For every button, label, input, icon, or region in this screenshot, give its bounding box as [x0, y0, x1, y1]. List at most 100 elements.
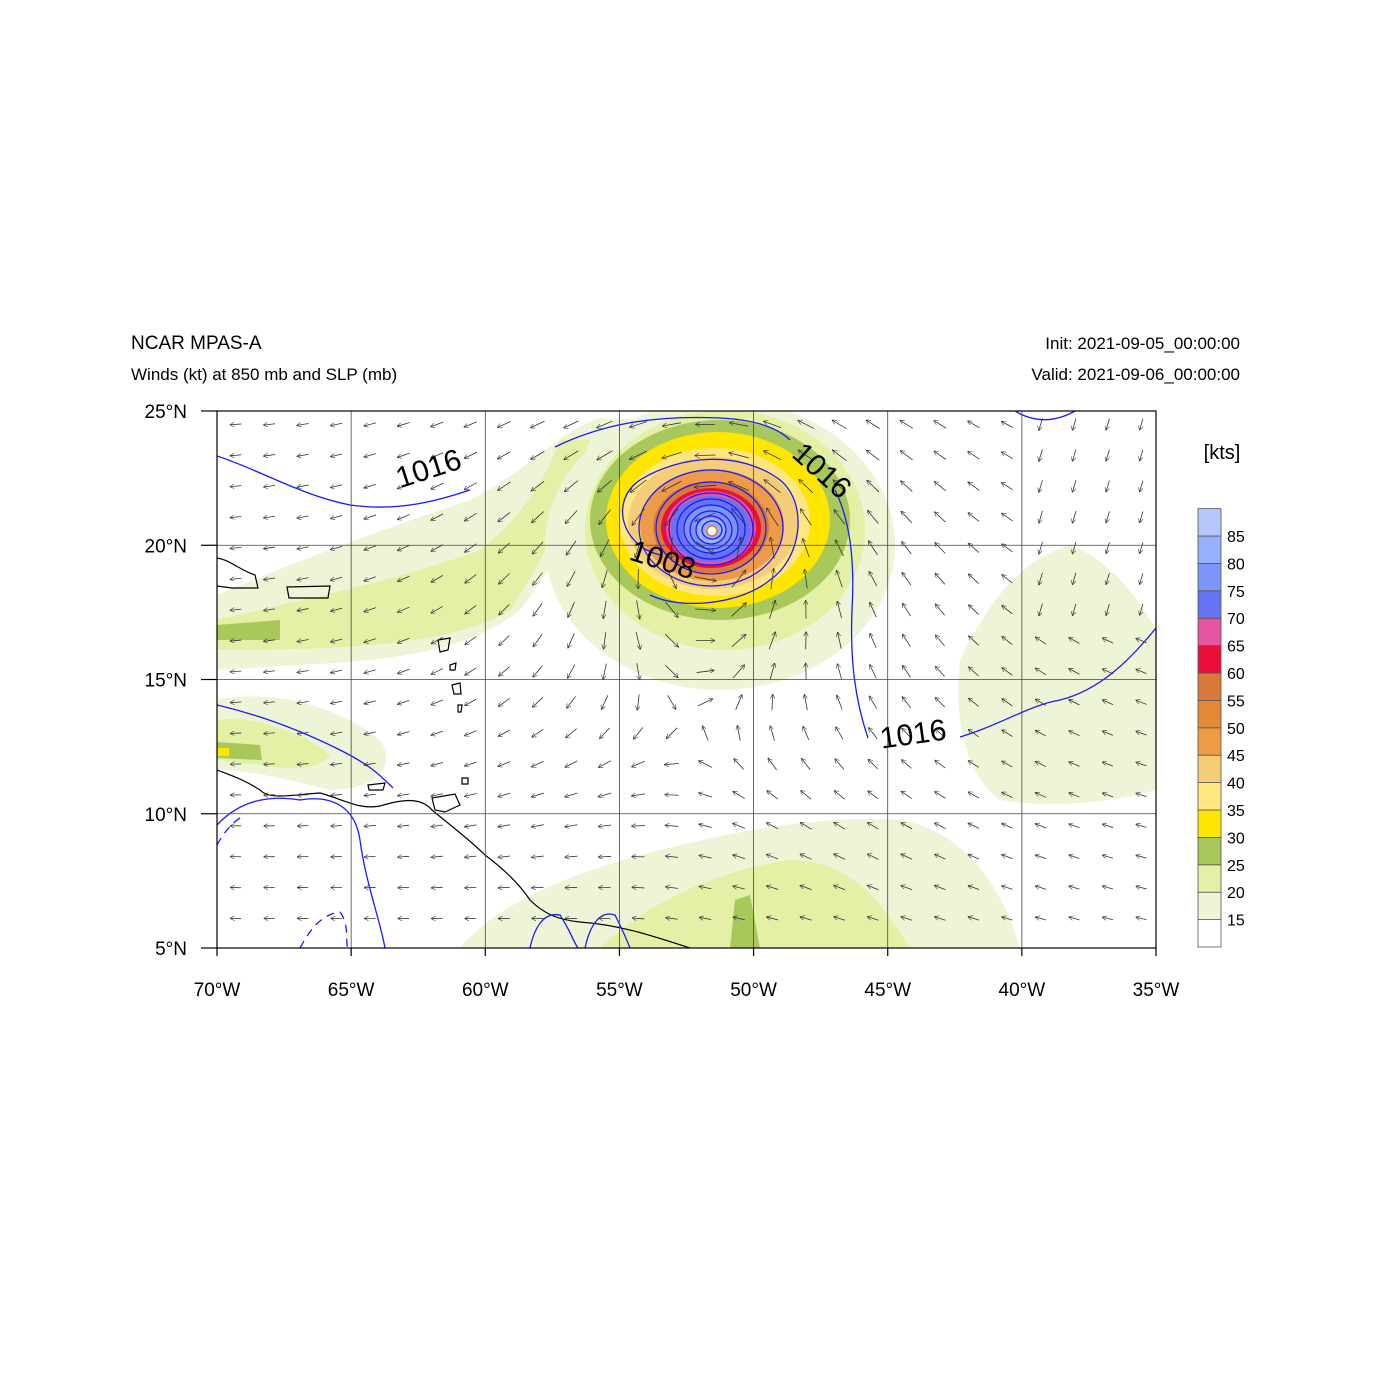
- colorbar-swatch: [1197, 563, 1222, 592]
- wind-vector: [1035, 855, 1047, 859]
- wind-vector: [465, 794, 477, 797]
- wind-vector: [665, 665, 678, 677]
- lat-tick-label: 25°N: [145, 402, 187, 423]
- wind-vector: [465, 667, 477, 675]
- wind-vector: [1136, 793, 1147, 798]
- wind-vector: [297, 671, 309, 673]
- wind-vector: [729, 423, 749, 427]
- wind-vector: [636, 600, 640, 619]
- wind-vector: [498, 856, 511, 857]
- colorbar-level-label: 65: [1227, 639, 1245, 656]
- wind-vector: [764, 421, 782, 429]
- wind-vector: [297, 485, 309, 487]
- wind-vector: [331, 701, 343, 703]
- wind-vector: [1069, 700, 1080, 706]
- colorbar-swatch: [1197, 782, 1222, 811]
- wind-vector: [969, 667, 979, 677]
- wind-vector: [498, 887, 510, 888]
- figure-title: NCAR MPAS-A: [131, 333, 262, 354]
- wind-vector: [1069, 638, 1080, 644]
- wind-vector: [902, 697, 912, 709]
- wind-vector: [637, 694, 639, 710]
- wind-vector: [331, 515, 343, 519]
- wind-vector: [1039, 479, 1043, 492]
- wind-vector: [1102, 886, 1114, 889]
- wind-vector: [969, 698, 979, 707]
- wind-vector: [264, 733, 275, 734]
- wind-vector: [499, 604, 510, 615]
- wind-band-west-core: [217, 620, 280, 640]
- wind-vector: [838, 633, 842, 649]
- colorbar-level-label: 55: [1227, 693, 1245, 710]
- colorbar-swatch: [1197, 727, 1222, 756]
- isobar-1016-north: [554, 416, 791, 448]
- wind-vector: [935, 854, 946, 860]
- wind-vector: [870, 665, 877, 679]
- wind-vector: [770, 569, 774, 590]
- wind-vector: [431, 513, 444, 520]
- wind-vector: [968, 421, 980, 429]
- wind-vector: [801, 791, 812, 800]
- wind-vector: [297, 424, 309, 426]
- wind-vector: [230, 516, 242, 517]
- wind-vector: [1140, 573, 1144, 584]
- wind-vector: [800, 854, 812, 860]
- wind-vector: [935, 729, 946, 738]
- wind-vector: [264, 702, 275, 703]
- wind-vector: [702, 726, 709, 741]
- wind-vector: [662, 452, 682, 458]
- wind-vector: [1069, 731, 1080, 737]
- wind-vector: [465, 761, 477, 766]
- wind-vector: [264, 578, 276, 580]
- wind-vector: [230, 486, 242, 487]
- wind-vector: [1039, 603, 1043, 616]
- wind-vector: [533, 634, 543, 646]
- wind-band-west-inner: [217, 440, 590, 650]
- wind-vector: [398, 825, 410, 826]
- wind-vector: [699, 855, 712, 858]
- wind-vector: [731, 570, 746, 588]
- wind-vector: [632, 887, 645, 888]
- wind-vector: [398, 856, 410, 857]
- wind-vector: [729, 482, 750, 491]
- wind-vector: [464, 482, 477, 490]
- wind-vector: [1039, 418, 1043, 430]
- wind-vector: [764, 480, 781, 493]
- wind-vector: [364, 669, 376, 673]
- wind-vector: [499, 666, 510, 676]
- colorbar-level-label: 25: [1227, 858, 1245, 875]
- wind-vector: [733, 886, 745, 890]
- wind-vector: [598, 479, 613, 492]
- wind-vector: [833, 450, 847, 461]
- wind-vector: [837, 664, 842, 680]
- wind-vector: [968, 886, 980, 890]
- wind-vector: [364, 732, 376, 734]
- wind-vector: [968, 452, 980, 460]
- colorbar-level-label: 50: [1227, 721, 1245, 738]
- wind-vector: [398, 794, 410, 796]
- wind-vector: [1069, 762, 1080, 767]
- wind-vector: [431, 637, 444, 643]
- wind-vector: [532, 887, 544, 888]
- wind-vector: [902, 603, 911, 617]
- wind-vector: [935, 792, 946, 799]
- wind-vector: [837, 601, 842, 619]
- isobar-976: [701, 520, 723, 540]
- wind-vector: [601, 695, 609, 709]
- wind-vector: [567, 571, 576, 586]
- wind-vector: [734, 759, 744, 770]
- wind-vector: [532, 541, 544, 554]
- wind-vector: [769, 663, 775, 680]
- colorbar-swatch: [1197, 837, 1222, 866]
- colorbar-level-label: 35: [1227, 803, 1245, 820]
- wind-vector: [766, 508, 779, 527]
- wind-vector: [665, 508, 679, 525]
- wind-vector: [331, 732, 343, 734]
- wind-vector: [733, 917, 745, 920]
- wind-vector: [869, 696, 877, 709]
- wind-vector: [666, 727, 678, 739]
- wind-vector: [465, 636, 477, 645]
- wind-vector: [671, 536, 672, 559]
- wind-vector: [1102, 638, 1114, 644]
- wind-vector: [1136, 855, 1147, 858]
